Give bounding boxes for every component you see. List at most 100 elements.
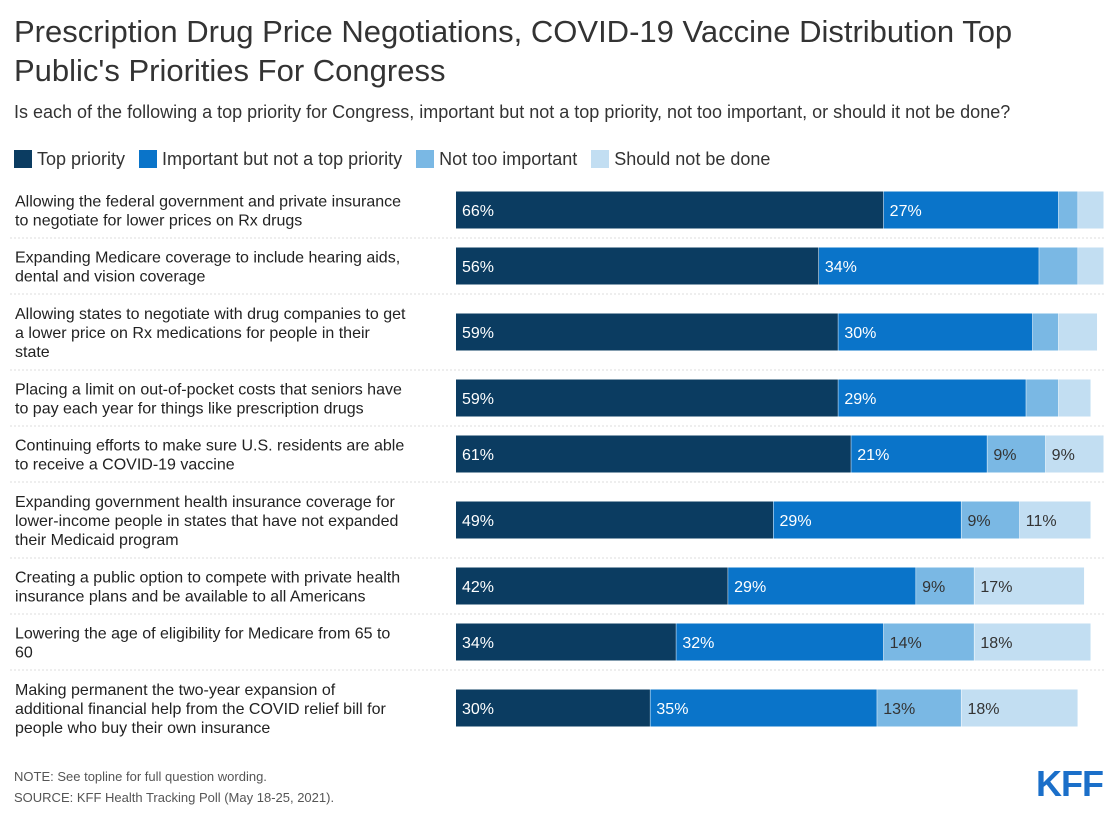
legend-item-top-priority: Top priority <box>14 149 125 170</box>
bar-segment-row2-series1 <box>456 247 819 285</box>
bar-segment-row7-series3 <box>916 567 974 605</box>
bar-segment-row8-series4 <box>974 623 1091 661</box>
bar-segment-row5-series4 <box>1045 435 1104 473</box>
legend-item-not-too-important: Not too important <box>416 149 577 170</box>
bar-segment-row4-series4 <box>1058 379 1091 417</box>
row-label-5: Continuing efforts to make sure U.S. res… <box>15 438 404 474</box>
source-note: SOURCE: KFF Health Tracking Poll (May 18… <box>14 790 335 805</box>
row-label-line: people who buy their own insurance <box>15 720 270 737</box>
bar-segment-row9-series1 <box>456 689 650 727</box>
data-label-row1-series2: 27% <box>890 203 922 220</box>
legend-label-top-priority: Top priority <box>37 148 126 169</box>
data-label-row4-series1: 59% <box>462 391 494 408</box>
bar-segment-row2-series3 <box>1039 247 1078 285</box>
bar-segment-row5-series3 <box>987 435 1046 473</box>
bar-segment-row6-series3 <box>961 501 1020 539</box>
data-label-row7-series1: 42% <box>462 579 494 596</box>
bar-segment-row8-series3 <box>883 623 974 661</box>
data-label-row2-series2: 34% <box>825 259 857 276</box>
chart-legend: Top priority Important but not a top pri… <box>14 147 784 171</box>
bar-segment-row1-series4 <box>1078 191 1104 229</box>
legend-item-important: Important but not a top priority <box>139 149 402 170</box>
stacked-bar-chart: Allowing the federal government and priv… <box>10 191 1104 737</box>
footnote: NOTE: See topline for full question word… <box>14 769 267 784</box>
row-label-line: insurance plans and be available to all … <box>15 589 365 606</box>
bar-segment-row6-series2 <box>773 501 961 539</box>
data-label-row7-series4: 17% <box>980 579 1012 596</box>
data-label-row7-series2: 29% <box>734 579 766 596</box>
legend-item-should-not-be-done: Should not be done <box>591 149 770 170</box>
data-label-row6-series2: 29% <box>780 513 812 530</box>
data-label-row8-series2: 32% <box>682 635 714 652</box>
bar-segment-row3-series3 <box>1032 313 1059 351</box>
bar-segment-row1-series2 <box>883 191 1059 229</box>
row-label-4: Placing a limit on out-of-pocket costs t… <box>15 382 402 418</box>
row-label-6: Expanding government health insurance co… <box>15 494 398 549</box>
bar-segment-row6-series1 <box>456 501 774 539</box>
bar-segment-row4-series1 <box>456 379 838 417</box>
row-label-1: Allowing the federal government and priv… <box>15 194 401 230</box>
bar-segment-row8-series1 <box>456 623 676 661</box>
row-label-line: to pay each year for things like prescri… <box>15 401 364 418</box>
data-label-row6-series1: 49% <box>462 513 494 530</box>
bar-segment-row4-series3 <box>1026 379 1059 417</box>
data-label-row9-series4: 18% <box>967 701 999 718</box>
row-label-line: Lowering the age of eligibility for Medi… <box>15 626 390 643</box>
bar-segment-row5-series1 <box>456 435 851 473</box>
row-label-9: Making permanent the two-year expansion … <box>15 682 387 737</box>
row-label-line: state <box>15 344 50 361</box>
bar-segment-row7-series4 <box>974 567 1085 605</box>
row-label-8: Lowering the age of eligibility for Medi… <box>15 626 390 662</box>
row-label-line: to receive a COVID-19 vaccine <box>15 457 235 474</box>
row-label-line: Creating a public option to compete with… <box>15 570 400 587</box>
row-label-line: a lower price on Rx medications for peop… <box>15 325 371 342</box>
data-label-row9-series3: 13% <box>883 701 915 718</box>
data-label-row5-series1: 61% <box>462 447 494 464</box>
bar-segment-row1-series1 <box>456 191 884 229</box>
kff-logo: KFF <box>1036 763 1104 804</box>
legend-label-important: Important but not a top priority <box>162 148 403 169</box>
bar-segment-row4-series2 <box>838 379 1026 417</box>
row-label-line: their Medicaid program <box>15 532 179 549</box>
row-label-line: Allowing states to negotiate with drug c… <box>15 306 406 323</box>
row-label-3: Allowing states to negotiate with drug c… <box>15 306 406 361</box>
bar-segment-row3-series1 <box>456 313 838 351</box>
legend-label-not-too-important: Not too important <box>439 148 578 169</box>
row-label-line: Expanding Medicare coverage to include h… <box>15 250 400 267</box>
data-label-row2-series1: 56% <box>462 259 494 276</box>
data-label-row4-series2: 29% <box>844 391 876 408</box>
bar-segment-row2-series2 <box>818 247 1039 285</box>
data-label-row5-series4: 9% <box>1052 447 1075 464</box>
row-label-2: Expanding Medicare coverage to include h… <box>15 250 400 286</box>
bar-segment-row8-series2 <box>676 623 884 661</box>
row-label-line: additional financial help from the COVID… <box>15 701 387 718</box>
row-label-line: 60 <box>15 645 33 662</box>
bar-segment-row9-series2 <box>650 689 877 727</box>
legend-swatch-should-not-be-done <box>591 150 610 168</box>
row-label-line: dental and vision coverage <box>15 269 205 286</box>
data-label-row9-series1: 30% <box>462 701 494 718</box>
bar-segment-row7-series1 <box>456 567 728 605</box>
data-label-row6-series3: 9% <box>967 513 990 530</box>
legend-swatch-important <box>139 150 158 168</box>
row-label-line: to negotiate for lower prices on Rx drug… <box>15 213 302 230</box>
bar-segment-row3-series2 <box>838 313 1033 351</box>
row-label-7: Creating a public option to compete with… <box>15 570 400 606</box>
row-label-line: Expanding government health insurance co… <box>15 494 395 511</box>
data-label-row1-series1: 66% <box>462 203 494 220</box>
chart-footer: NOTE: See topline for full question word… <box>14 766 334 808</box>
bar-segment-row2-series4 <box>1078 247 1104 285</box>
data-label-row6-series4: 11% <box>1026 513 1057 530</box>
data-label-row3-series1: 59% <box>462 325 494 342</box>
chart-title: Prescription Drug Price Negotiations, CO… <box>14 14 1013 88</box>
row-label-line: Continuing efforts to make sure U.S. res… <box>15 438 404 455</box>
bar-segment-row5-series2 <box>851 435 987 473</box>
data-label-row9-series2: 35% <box>656 701 688 718</box>
legend-swatch-not-too-important <box>416 150 435 168</box>
bar-segment-row9-series3 <box>877 689 961 727</box>
data-label-row3-series2: 30% <box>844 325 876 342</box>
bar-segment-row9-series4 <box>961 689 1078 727</box>
data-label-row8-series4: 18% <box>980 635 1012 652</box>
data-label-row5-series3: 9% <box>993 447 1016 464</box>
data-label-row7-series3: 9% <box>922 579 945 596</box>
